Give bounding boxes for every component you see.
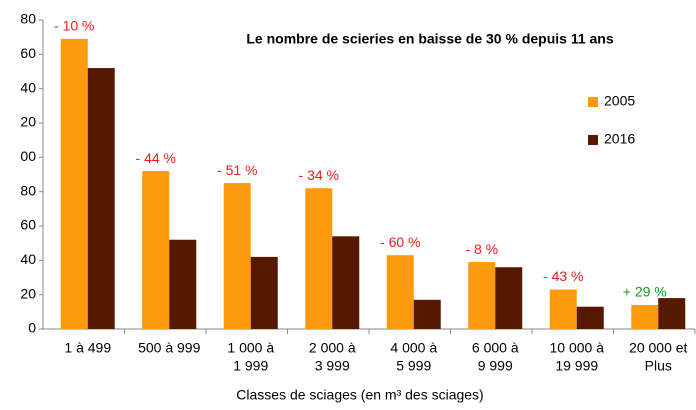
- annotation: - 10 %: [54, 18, 94, 34]
- legend-label: 2016: [604, 131, 635, 147]
- y-tick-label: 20: [20, 114, 36, 130]
- bar: [60, 38, 88, 330]
- bar: [142, 171, 170, 329]
- annotation: - 60 %: [380, 234, 420, 250]
- legend-label: 2005: [604, 93, 635, 109]
- bar: [495, 267, 523, 329]
- y-tick-label: 60: [20, 217, 36, 233]
- bar: [413, 299, 441, 329]
- bar: [576, 306, 604, 329]
- y-tick-label: 80: [20, 182, 36, 198]
- annotation: - 51 %: [217, 162, 257, 178]
- bar: [468, 262, 496, 329]
- annotation: + 29 %: [623, 284, 667, 300]
- bar: [631, 304, 659, 329]
- x-tick-label: 20 000 et: [629, 340, 687, 356]
- x-tick-label: 1 000 à: [227, 340, 274, 356]
- x-tick-label: 10 000 à: [550, 340, 605, 356]
- y-tick-label: 00: [20, 148, 36, 164]
- x-tick-label: 1 à 499: [64, 340, 111, 356]
- annotation: - 43 %: [543, 268, 583, 284]
- x-tick-label: Plus: [645, 358, 672, 374]
- x-axis-label: Classes de sciages (en m³ des sciages): [236, 387, 483, 403]
- x-tick-label: 2 000 à: [309, 340, 356, 356]
- legend-swatch: [588, 97, 598, 107]
- x-tick-label: 9 999: [478, 358, 513, 374]
- bar: [386, 255, 414, 329]
- legend-swatch: [588, 135, 598, 145]
- bar: [87, 68, 115, 330]
- y-tick-label: 60: [20, 45, 36, 61]
- x-tick-label: 500 à 999: [138, 340, 200, 356]
- bar: [332, 236, 360, 329]
- chart-title: Le nombre de scieries en baisse de 30 % …: [246, 31, 613, 47]
- y-tick-label: 40: [20, 79, 36, 95]
- bar: [305, 188, 333, 329]
- x-tick-label: 3 999: [315, 358, 350, 374]
- x-tick-label: 6 000 à: [472, 340, 519, 356]
- y-tick-label: 80: [20, 11, 36, 27]
- x-tick-label: 1 999: [233, 358, 268, 374]
- annotation: - 8 %: [465, 241, 498, 257]
- bar: [250, 256, 278, 329]
- bar: [169, 239, 197, 329]
- y-tick-label: 0: [28, 320, 36, 336]
- bar: [549, 289, 577, 329]
- y-tick-label: 40: [20, 251, 36, 267]
- x-tick-label: 19 999: [555, 358, 598, 374]
- x-tick-label: 5 999: [396, 358, 431, 374]
- y-tick-label: 20: [20, 285, 36, 301]
- annotation: - 44 %: [136, 150, 176, 166]
- x-tick-label: 4 000 à: [390, 340, 437, 356]
- bar: [658, 298, 686, 329]
- annotation: - 34 %: [299, 167, 339, 183]
- bar: [223, 183, 251, 329]
